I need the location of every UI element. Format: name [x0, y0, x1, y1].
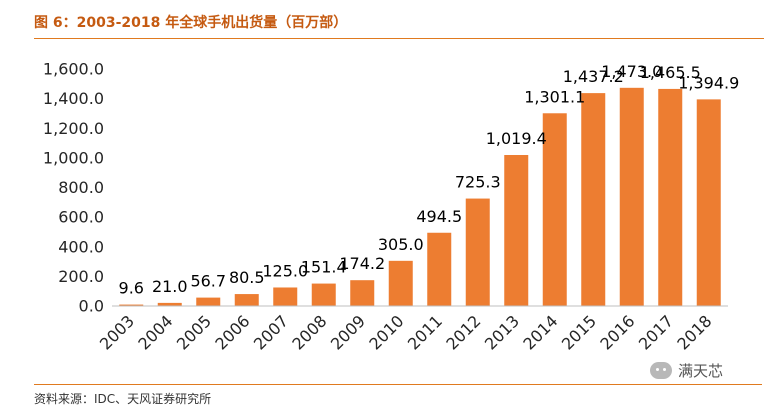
- x-tick-label: 2010: [365, 311, 407, 353]
- x-tick-label: 2006: [211, 311, 253, 353]
- bar: [581, 93, 606, 307]
- bar: [388, 260, 413, 306]
- data-label: 1,465.5: [640, 63, 701, 82]
- watermark-text: 满天芯: [678, 362, 724, 380]
- x-tick-label: 2008: [288, 311, 330, 353]
- bar: [619, 87, 644, 306]
- bar: [350, 280, 375, 306]
- data-label: 21.0: [152, 277, 188, 296]
- footer-divider: [34, 384, 762, 385]
- data-label: 125.0: [262, 261, 308, 280]
- x-tick-label: 2003: [96, 311, 138, 353]
- bars: [119, 87, 721, 307]
- x-tick-label: 2016: [596, 311, 638, 353]
- bar: [504, 155, 529, 306]
- data-label: 9.6: [119, 279, 144, 298]
- x-tick-label: 2005: [173, 311, 215, 353]
- x-tick-label: 2018: [673, 311, 715, 353]
- bar: [427, 232, 452, 306]
- y-tick-label: 0.0: [79, 297, 104, 316]
- data-label: 725.3: [455, 173, 501, 192]
- x-tick-label: 2014: [519, 311, 561, 353]
- bar: [696, 99, 721, 307]
- bar: [157, 302, 182, 306]
- y-tick-label: 200.0: [58, 267, 104, 286]
- y-tick-label: 1,000.0: [43, 148, 104, 167]
- bar-chart: 0.0 200.0 400.0 600.0 800.0 1,000.0 1,200.0 1,4…: [43, 60, 740, 354]
- bar: [234, 294, 259, 306]
- x-tick-label: 2011: [404, 311, 446, 353]
- x-tick-label: 2013: [481, 311, 523, 353]
- bar: [542, 113, 567, 306]
- bar: [311, 283, 336, 306]
- watermark: 满天芯: [650, 360, 723, 381]
- chart-title: 图 6：2003-2018 年全球手机出货量（百万部）: [34, 15, 348, 31]
- bar: [658, 88, 683, 306]
- data-label: 1,473.0: [601, 62, 662, 81]
- x-axis-ticks: 2003200420052006200720082009201020112012…: [96, 311, 716, 353]
- x-tick-label: 2012: [442, 311, 484, 353]
- wechat-icon: [650, 362, 672, 379]
- data-label: 305.0: [378, 235, 424, 254]
- title-divider: [34, 38, 764, 39]
- data-label: 494.5: [416, 207, 462, 226]
- bar: [465, 198, 490, 306]
- data-label: 56.7: [190, 272, 226, 291]
- data-label: 1,301.1: [524, 87, 585, 106]
- y-tick-label: 1,400.0: [43, 89, 104, 108]
- x-tick-label: 2009: [327, 311, 369, 353]
- y-tick-label: 600.0: [58, 208, 104, 227]
- x-tick-label: 2004: [134, 311, 176, 353]
- y-tick-label: 400.0: [58, 237, 104, 256]
- data-label: 174.2: [339, 254, 385, 273]
- data-label: 1,437.2: [563, 67, 624, 86]
- y-tick-label: 1,600.0: [43, 60, 104, 79]
- y-tick-label: 800.0: [58, 178, 104, 197]
- data-label: 151.4: [301, 258, 347, 277]
- source-note: 资料来源：IDC、天风证券研究所: [34, 392, 212, 406]
- x-tick-label: 2007: [250, 311, 292, 353]
- y-axis-ticks: 0.0 200.0 400.0 600.0 800.0 1,000.0 1,200.0 1,4…: [43, 60, 104, 316]
- data-label: 1,019.4: [486, 129, 547, 148]
- y-tick-label: 1,200.0: [43, 119, 104, 138]
- bar: [273, 287, 298, 306]
- x-tick-label: 2017: [635, 311, 677, 353]
- data-label: 1,394.9: [678, 73, 739, 92]
- data-label: 80.5: [229, 268, 265, 287]
- bar: [119, 304, 144, 306]
- bar: [196, 297, 221, 306]
- x-tick-label: 2015: [558, 311, 600, 353]
